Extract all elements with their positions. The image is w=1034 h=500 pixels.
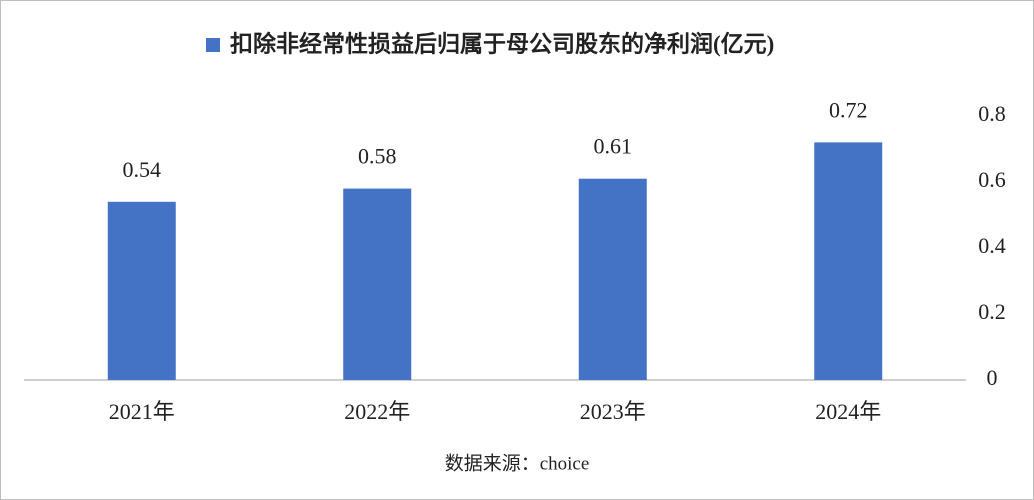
bar — [343, 188, 412, 380]
source-note: 数据来源：choice — [445, 452, 590, 474]
value-label: 0.61 — [594, 134, 633, 159]
value-label: 0.58 — [358, 144, 397, 169]
value-label: 0.54 — [123, 157, 162, 182]
y-tick-label: 0.2 — [978, 299, 1006, 324]
bar — [578, 178, 647, 380]
bar — [814, 142, 883, 380]
bar — [107, 201, 176, 380]
y-tick-label: 0.4 — [978, 233, 1006, 258]
value-label: 0.72 — [829, 97, 868, 122]
legend-label: 扣除非经常性损益后归属于母公司股东的净利润(亿元) — [230, 30, 774, 56]
x-tick-label: 2024年 — [815, 399, 881, 424]
y-tick-label: 0.8 — [978, 101, 1006, 126]
x-tick-label: 2021年 — [109, 399, 175, 424]
y-tick-label: 0 — [987, 365, 998, 390]
y-tick-label: 0.6 — [978, 167, 1006, 192]
legend-swatch — [206, 38, 220, 52]
x-tick-label: 2023年 — [580, 399, 646, 424]
x-tick-label: 2022年 — [344, 399, 410, 424]
